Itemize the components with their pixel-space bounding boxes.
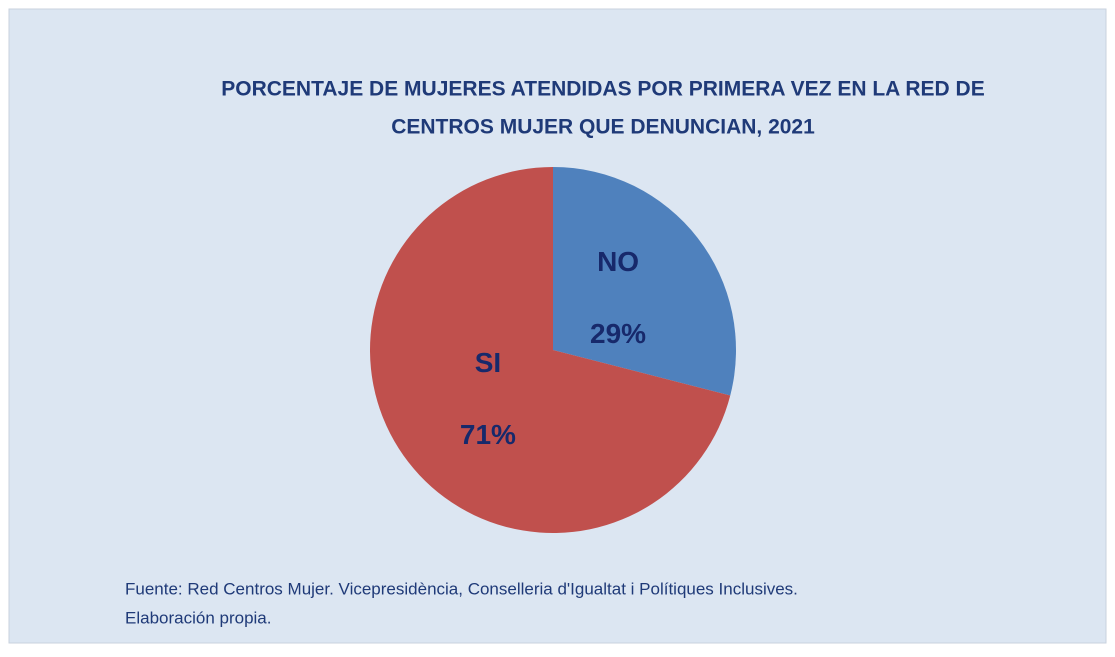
slice-category-label: NO <box>597 246 639 277</box>
chart-title: CENTROS MUJER QUE DENUNCIAN, 2021 <box>391 116 815 139</box>
source-note: Elaboración propia. <box>125 608 271 627</box>
pie-slice <box>369 167 731 533</box>
slice-category-label: SI <box>475 347 501 378</box>
slice-value-label: 29% <box>590 318 646 349</box>
chart-title: PORCENTAJE DE MUJERES ATENDIDAS POR PRIM… <box>221 78 984 101</box>
source-note: Fuente: Red Centros Mujer. Vicepresidènc… <box>125 579 798 598</box>
slice-value-label: 71% <box>460 419 516 450</box>
pie-slice <box>553 167 736 396</box>
